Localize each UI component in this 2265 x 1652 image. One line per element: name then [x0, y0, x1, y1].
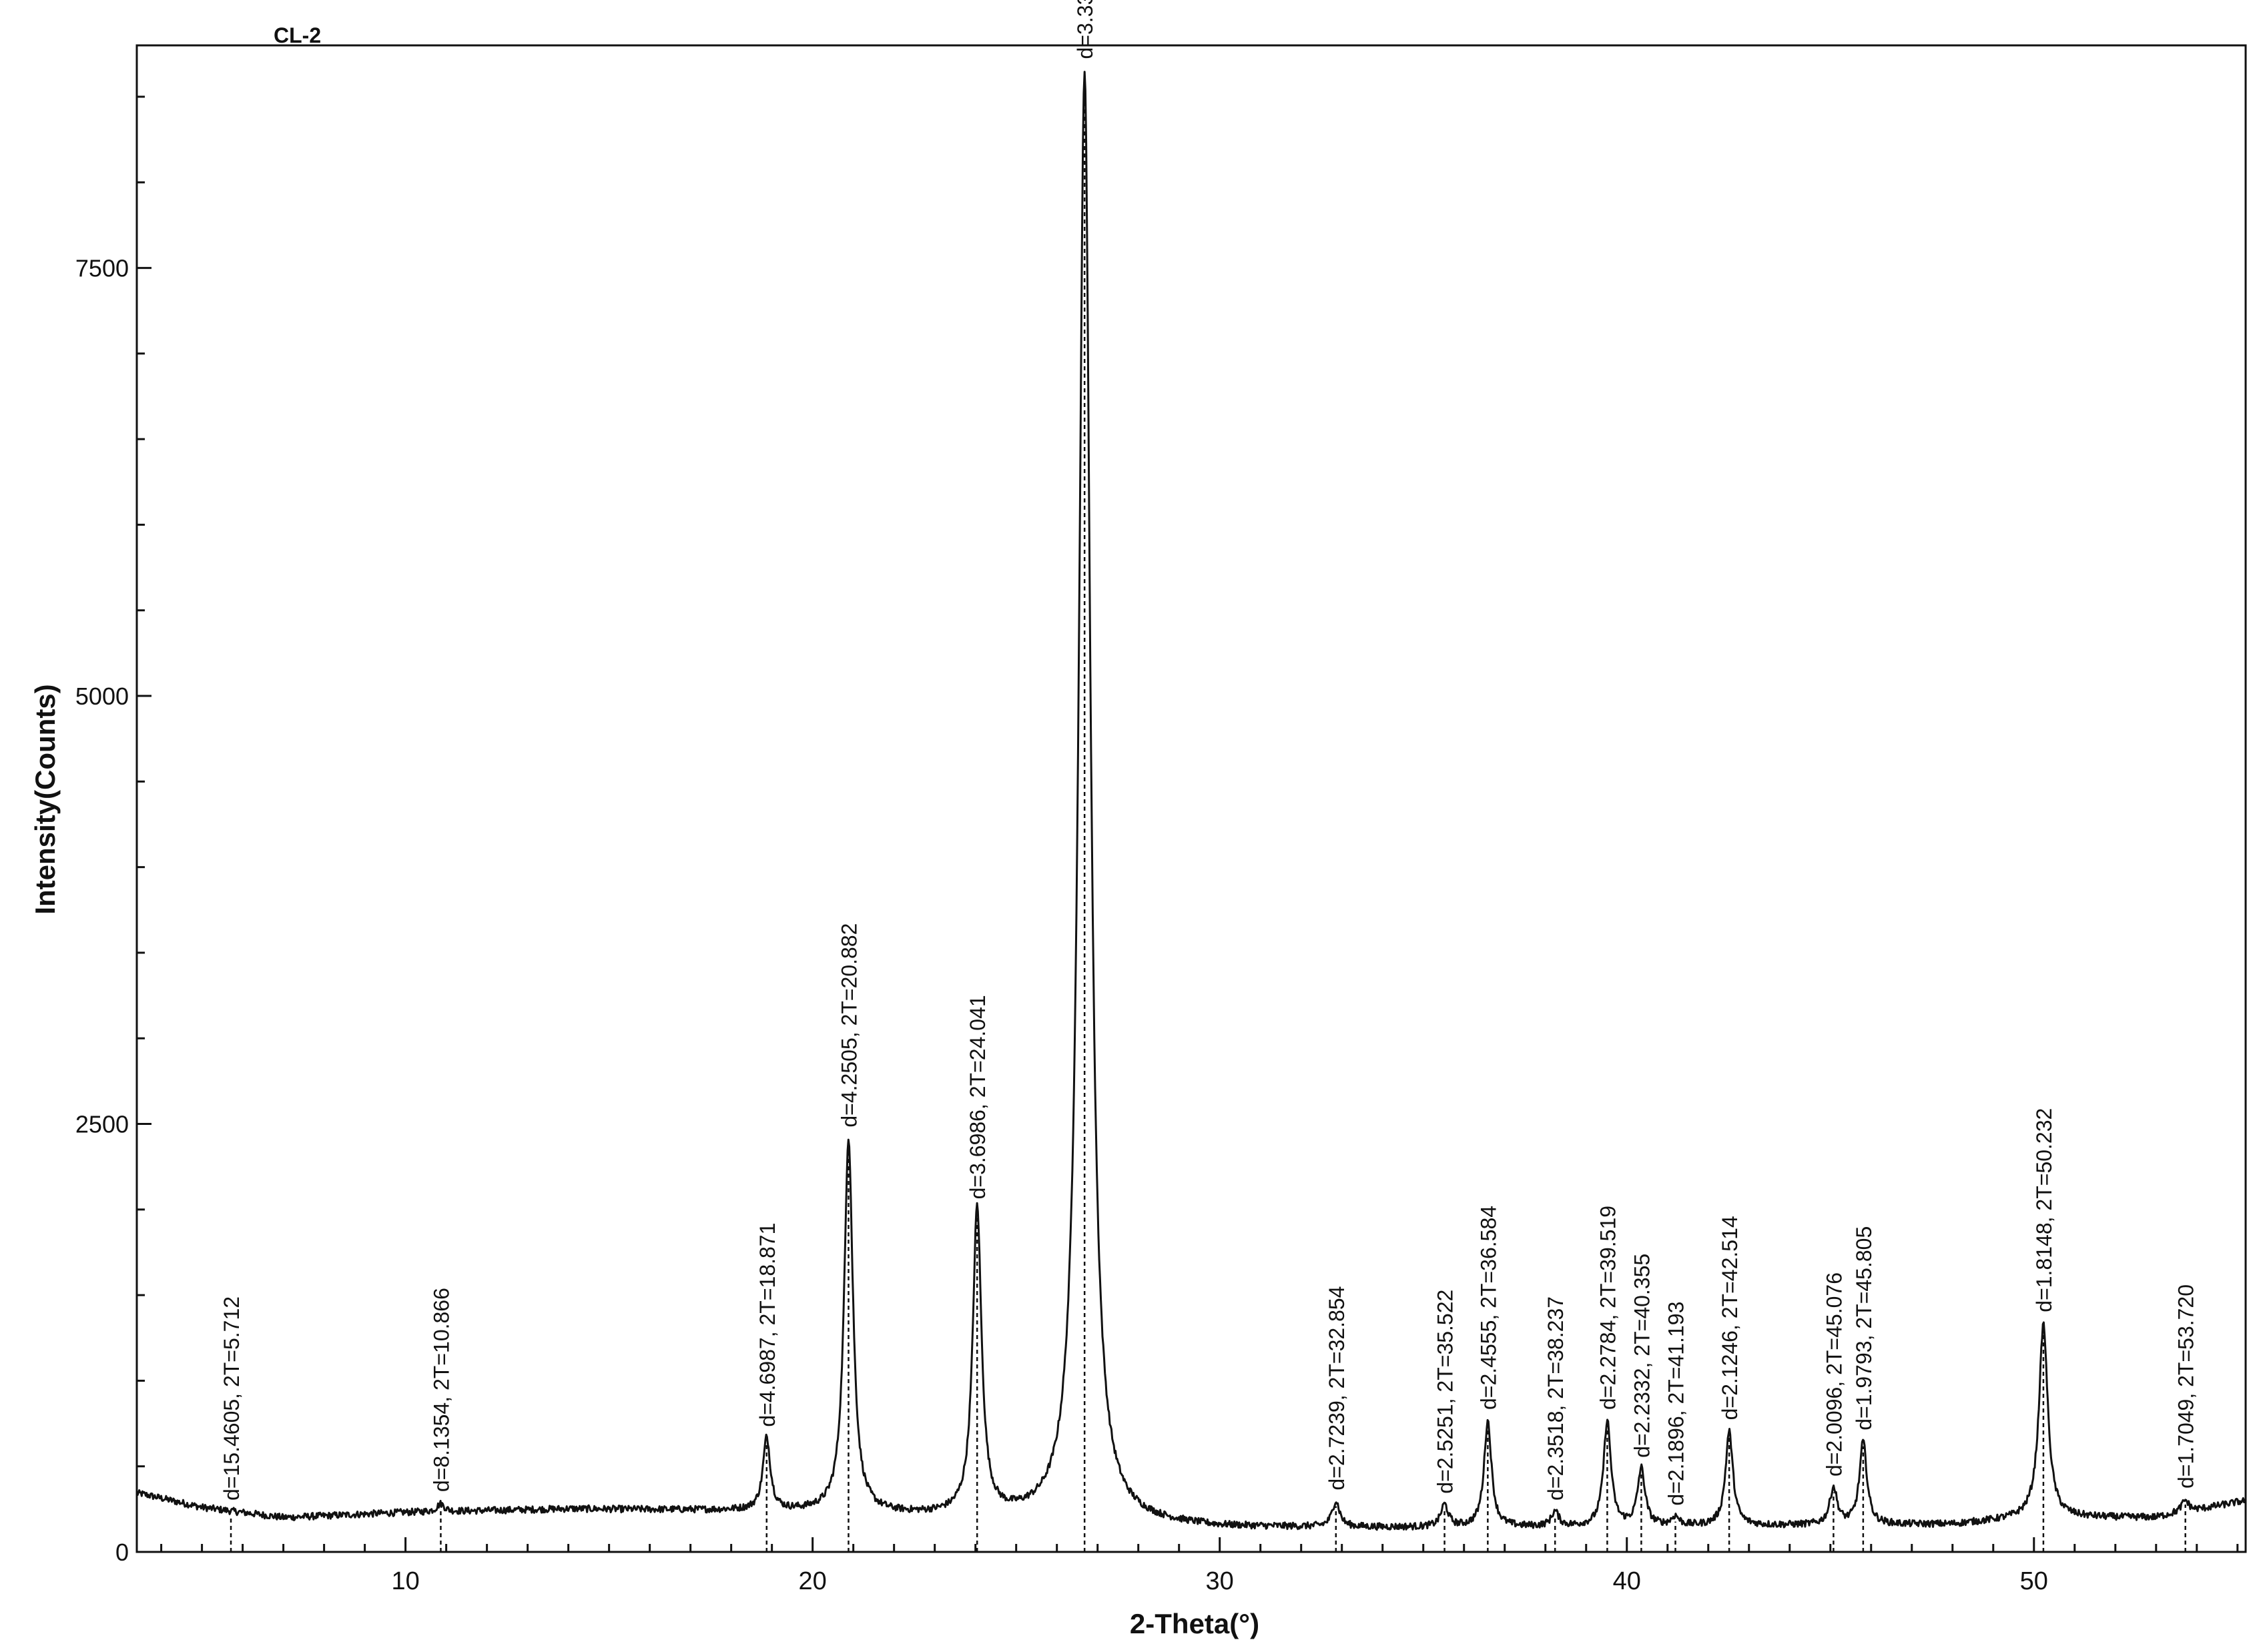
- axis-ticks: 10 20 30 40 50 0 2500 5000 7500: [75, 95, 2239, 1595]
- diffraction-pattern-line: [135, 71, 2246, 1531]
- x-tick-label: 40: [1613, 1567, 1641, 1595]
- plot-frame: [135, 44, 2247, 1553]
- peak-label: d=2.3518, 2T=38.237: [1544, 1296, 1568, 1501]
- x-tick-label: 50: [2020, 1567, 2048, 1595]
- x-tick-label: 20: [799, 1567, 827, 1595]
- peak-label: d=8.1354, 2T=10.866: [429, 1288, 453, 1492]
- peak-label: d=2.2784, 2T=39.519: [1596, 1206, 1620, 1410]
- y-axis-label: Intensity(Counts): [29, 684, 61, 914]
- y-tick-label: 7500: [75, 255, 129, 282]
- peak-label: d=2.1896, 2T=41.193: [1664, 1302, 1688, 1506]
- peak-label: d=1.9793, 2T=45.805: [1852, 1226, 1876, 1430]
- peak-label: d=2.1246, 2T=42.514: [1718, 1216, 1742, 1420]
- peak-label: d=2.0096, 2T=45.076: [1822, 1272, 1846, 1477]
- peak-label: d=2.7239, 2T=32.854: [1325, 1286, 1349, 1491]
- peak-label: d=15.4605, 2T=5.712: [220, 1296, 244, 1501]
- peak-label: d=4.6987, 2T=18.871: [755, 1223, 779, 1427]
- peak-label: d=1.7049, 2T=53.720: [2174, 1284, 2198, 1489]
- x-tick-label: 30: [1206, 1567, 1234, 1595]
- peak-label: d=3.3384, 2T=26.680: [1073, 0, 1097, 59]
- y-tick-label: 0: [115, 1539, 129, 1566]
- chart-title: CL-2: [274, 23, 321, 47]
- peak-label: d=2.2332, 2T=40.355: [1630, 1254, 1654, 1458]
- peak-label: d=2.4555, 2T=36.584: [1476, 1206, 1500, 1410]
- x-axis-label: 2-Theta(°): [1130, 1608, 1259, 1639]
- y-tick-label: 5000: [75, 683, 129, 710]
- peak-labels: d=15.4605, 2T=5.712 d=8.1354, 2T=10.866 d=…: [220, 0, 2198, 1506]
- x-tick-label: 10: [391, 1567, 419, 1595]
- peak-label: d=2.5251, 2T=35.522: [1433, 1290, 1458, 1494]
- peak-label: d=4.2505, 2T=20.882: [837, 923, 861, 1128]
- peak-label: d=3.6986, 2T=24.041: [966, 995, 990, 1199]
- y-tick-label: 2500: [75, 1111, 129, 1138]
- peak-drop-lines: [230, 75, 2186, 1552]
- peak-label: d=1.8148, 2T=50.232: [2032, 1108, 2056, 1312]
